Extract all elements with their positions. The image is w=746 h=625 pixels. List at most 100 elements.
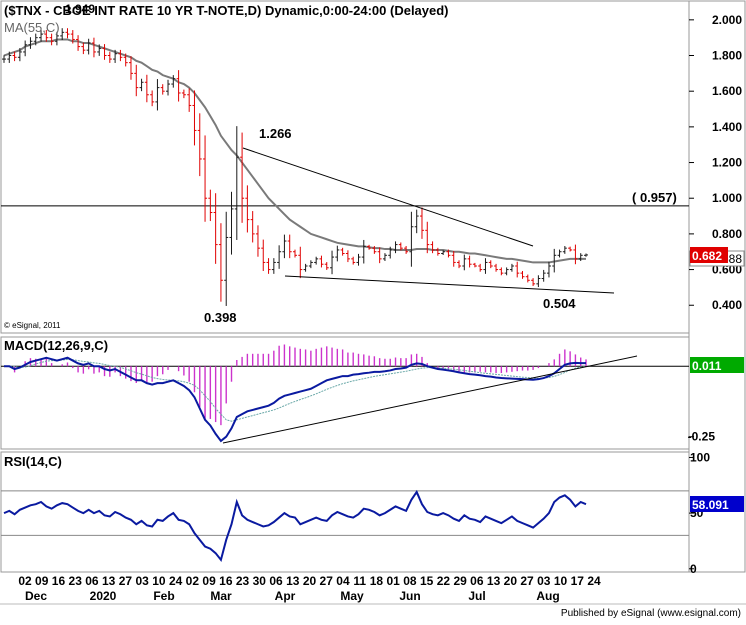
price-bar [60, 28, 65, 41]
macd-axis-label: -0.25 [688, 430, 716, 444]
price-bar [330, 250, 335, 275]
price-bar [39, 29, 44, 42]
x-axis-day-label: 02 [18, 574, 32, 588]
price-bar [240, 132, 245, 223]
price-bar [557, 249, 562, 258]
price-bar [467, 255, 472, 268]
price-bar [203, 135, 208, 222]
price-bar [578, 253, 583, 262]
price-bar [398, 242, 403, 251]
price-bar [388, 246, 393, 259]
price-bar [271, 258, 276, 274]
price-bar [277, 245, 282, 269]
price-bar [150, 90, 155, 107]
x-axis-month-label: Jun [399, 589, 420, 603]
price-bar [393, 241, 398, 254]
price-bar [499, 267, 504, 276]
x-axis-day-label: 18 [370, 574, 384, 588]
price-axis-label: 1.000 [712, 191, 742, 205]
x-axis-day-label: 16 [219, 574, 233, 588]
price-upper-trendline [242, 147, 534, 247]
price-bar [23, 40, 28, 57]
price-bar [435, 247, 440, 256]
x-axis-day-label: 13 [102, 574, 116, 588]
title-overlap-value: 1.949 [65, 2, 95, 16]
price-bar [319, 255, 324, 268]
price-bar [33, 33, 38, 46]
price-bar [509, 263, 514, 272]
price-bar [91, 37, 96, 58]
x-axis-month-label: Jul [468, 589, 485, 603]
price-bar [303, 263, 308, 272]
axis-strip [688, 0, 746, 573]
annotation-recent-low: 0.504 [543, 296, 576, 311]
price-bar [546, 261, 551, 278]
price-bar [224, 211, 229, 306]
x-axis-day-label: 15 [420, 574, 434, 588]
x-axis-day-label: 20 [504, 574, 518, 588]
macd-legend: MACD(12,26,9,C) [4, 338, 108, 353]
price-bar [282, 234, 287, 259]
price-bar [478, 263, 483, 272]
price-bar [81, 42, 86, 55]
x-axis-day-label: 02 [186, 574, 200, 588]
x-axis-day-label: 23 [236, 574, 250, 588]
x-axis-day-label: 16 [52, 574, 66, 588]
price-bar [128, 56, 133, 80]
macd-value-tag: 0.011 [690, 357, 744, 373]
price-bar [197, 113, 202, 177]
price-bar [377, 247, 382, 264]
price-bar [187, 88, 192, 112]
price-bar [287, 234, 292, 259]
price-bar [139, 78, 144, 92]
macd-line [4, 356, 586, 443]
x-axis-day-label: 03 [537, 574, 551, 588]
price-axis-label: 1.800 [712, 49, 742, 63]
x-axis-day-label: 27 [320, 574, 334, 588]
price-bar [134, 64, 139, 97]
rsi-value-tag: 58.091 [690, 496, 744, 512]
x-axis-day-label: 30 [253, 574, 267, 588]
price-bar [372, 246, 377, 254]
price-bar [266, 258, 271, 274]
price-bar [208, 189, 213, 222]
price-bar [568, 246, 573, 252]
price-bar [552, 248, 557, 273]
x-axis-month-label: Feb [153, 589, 174, 603]
price-axis-label: 1.400 [712, 120, 742, 134]
price-bar [531, 278, 536, 286]
x-axis-month-label: Mar [210, 589, 232, 603]
price-bar [86, 38, 91, 55]
price-bar [345, 250, 350, 263]
x-axis-day-label: 08 [403, 574, 417, 588]
macd-trendline [222, 355, 638, 444]
price-bar [314, 256, 319, 265]
price-bar [451, 251, 456, 267]
price-axis-label: 1.200 [712, 156, 742, 170]
x-axis-day-label: 09 [35, 574, 49, 588]
rsi-axis-label: 0 [690, 562, 697, 576]
price-bar [261, 239, 266, 271]
source-note: © eSignal, 2011 [4, 321, 61, 330]
price-bar [367, 244, 372, 250]
x-axis-day-label: 09 [202, 574, 216, 588]
price-bar [494, 263, 499, 272]
price-bar [483, 258, 488, 274]
price-bar [107, 51, 112, 63]
current-price-tag: 0.682 [690, 247, 728, 263]
price-bar [584, 253, 588, 257]
price-bar [97, 44, 102, 56]
price-bar [293, 249, 297, 258]
svg-text:0.011: 0.011 [692, 359, 722, 373]
price-bar [176, 70, 181, 102]
price-bar [123, 53, 128, 67]
x-axis-month-label: Apr [275, 589, 296, 603]
x-axis-day-label: 06 [470, 574, 484, 588]
x-axis-month-label: Dec [25, 589, 47, 603]
x-axis-day-label: 03 [135, 574, 149, 588]
price-bar [324, 262, 329, 270]
price-bar [54, 31, 59, 46]
x-axis-day-label: 22 [437, 574, 451, 588]
price-bar [430, 241, 435, 254]
